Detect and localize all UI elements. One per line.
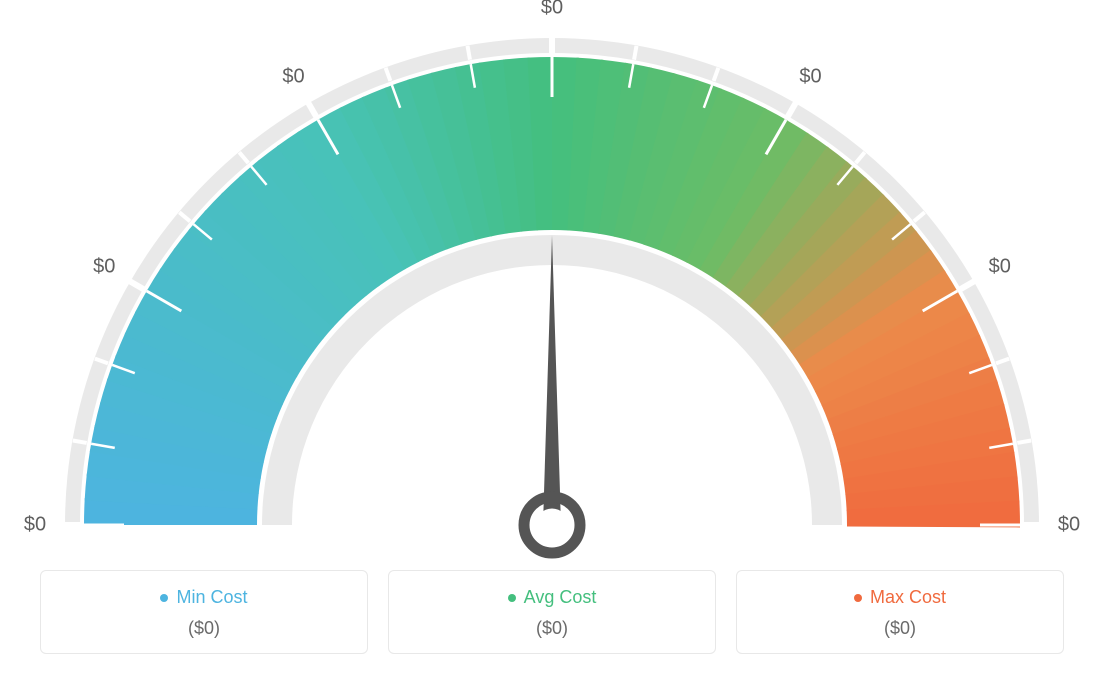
gauge-tick-label: $0 [1058, 514, 1080, 537]
legend-card-min: Min Cost ($0) [40, 570, 368, 654]
legend-card-max: Max Cost ($0) [736, 570, 1064, 654]
gauge-tick-label: $0 [989, 255, 1011, 278]
legend-row: Min Cost ($0) Avg Cost ($0) Max Cost ($0… [0, 570, 1104, 654]
gauge-tick-label: $0 [282, 66, 304, 89]
gauge-tick-label: $0 [799, 66, 821, 89]
legend-label-text: Min Cost [176, 587, 247, 608]
legend-dot-max [854, 594, 862, 602]
legend-value: ($0) [59, 618, 349, 639]
gauge-tick-label: $0 [24, 514, 46, 537]
legend-label-text: Avg Cost [524, 587, 597, 608]
legend-label-text: Max Cost [870, 587, 946, 608]
legend-label: Max Cost [854, 587, 946, 608]
gauge-chart: $0 $0 $0 $0 $0 $0 $0 [0, 0, 1104, 560]
legend-dot-min [160, 594, 168, 602]
legend-dot-avg [508, 594, 516, 602]
legend-value: ($0) [407, 618, 697, 639]
legend-label: Min Cost [160, 587, 247, 608]
gauge-svg [0, 0, 1104, 560]
gauge-tick-label: $0 [93, 255, 115, 278]
legend-value: ($0) [755, 618, 1045, 639]
gauge-tick-label: $0 [541, 0, 563, 20]
legend-label: Avg Cost [508, 587, 597, 608]
legend-card-avg: Avg Cost ($0) [388, 570, 716, 654]
